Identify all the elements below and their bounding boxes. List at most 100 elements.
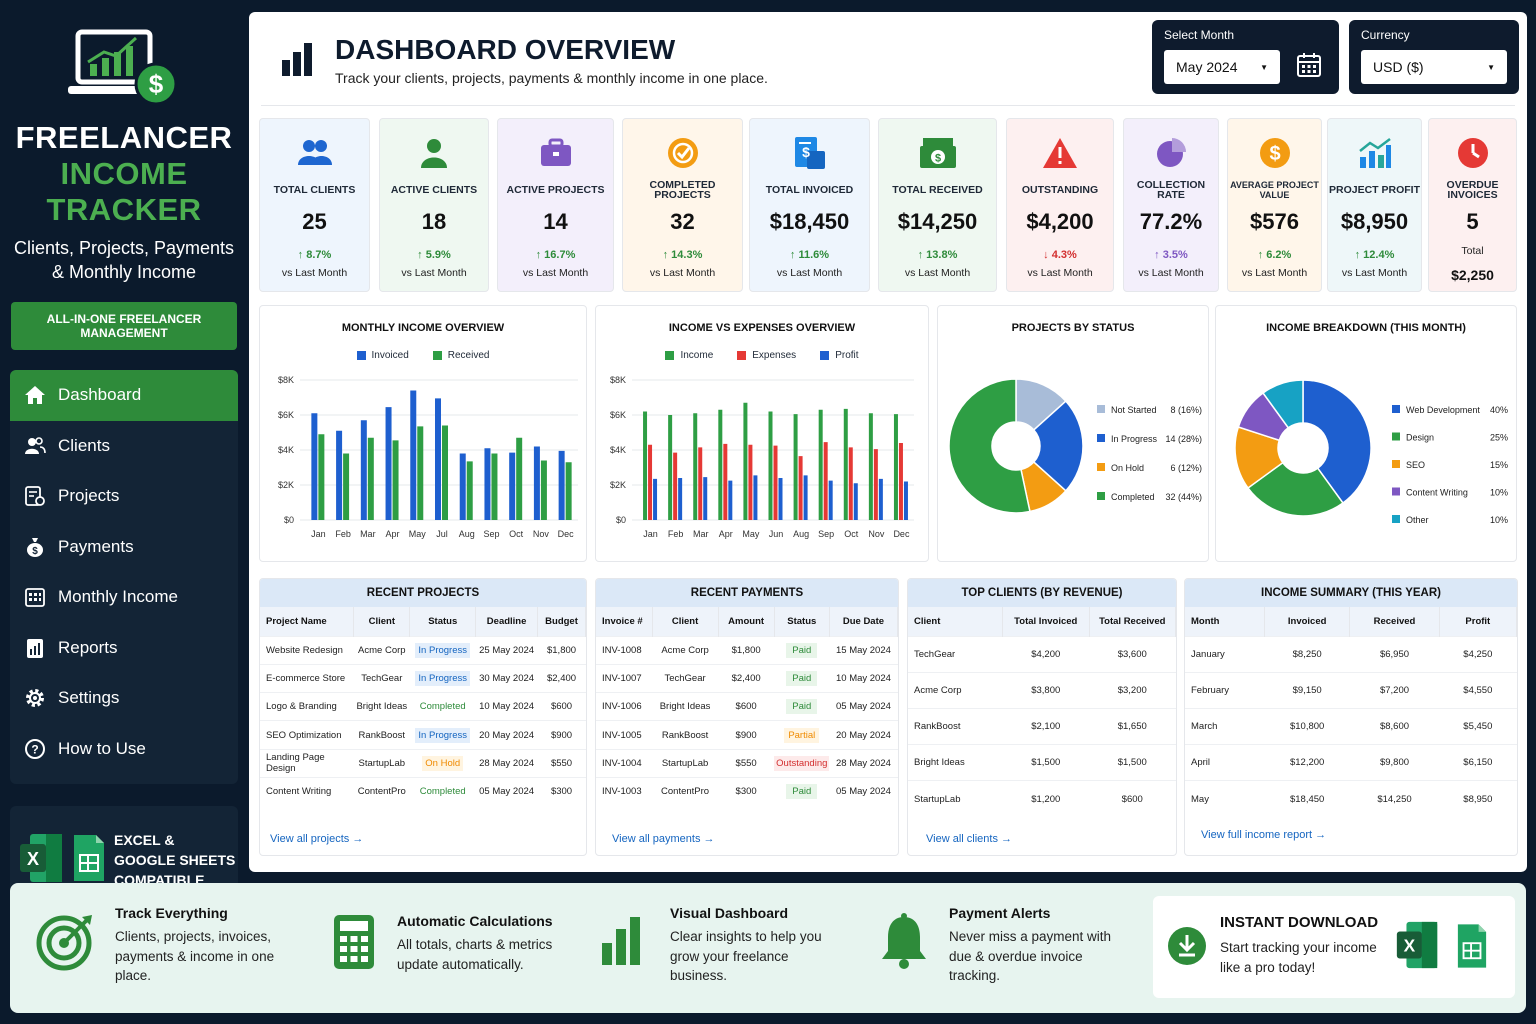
bar-invoiced[interactable] — [385, 407, 392, 520]
bar-invoiced[interactable] — [459, 453, 466, 521]
bar-invoiced[interactable] — [311, 413, 318, 520]
bar-received[interactable] — [516, 437, 523, 520]
bar-profit[interactable] — [678, 478, 683, 520]
bar-profit[interactable] — [878, 478, 883, 520]
bar-expenses[interactable] — [773, 445, 778, 520]
sidebar-item-clients[interactable]: Clients — [10, 421, 238, 472]
slice-design[interactable] — [1246, 461, 1345, 517]
column-header[interactable]: Total Received — [1089, 607, 1176, 636]
column-header[interactable]: Amount — [718, 607, 775, 636]
bar-expenses[interactable] — [873, 449, 878, 520]
bar-profit[interactable] — [778, 478, 783, 520]
bar-received[interactable] — [491, 453, 498, 521]
bar-profit[interactable] — [703, 477, 708, 520]
table-row[interactable]: Website Redesign Acme Corp In Progress 25 M… — [260, 635, 586, 665]
column-header[interactable]: Project Name — [260, 607, 355, 636]
view-all-clients-link[interactable]: View all clients → — [926, 833, 1012, 845]
column-header[interactable]: Budget — [537, 607, 586, 636]
column-header[interactable]: Status — [409, 607, 477, 636]
table-row[interactable]: Acme Corp $3,800 $3,200 — [908, 671, 1176, 709]
slice-in-progress[interactable] — [1032, 400, 1084, 492]
sidebar-item-projects[interactable]: Projects — [10, 471, 238, 522]
bar-received[interactable] — [318, 434, 325, 520]
column-header[interactable]: Deadline — [475, 607, 539, 636]
view-all-payments-link[interactable]: View all payments → — [612, 833, 715, 845]
bar-expenses[interactable] — [898, 443, 903, 520]
bar-invoiced[interactable] — [410, 390, 417, 521]
table-row[interactable]: E-commerce Store TechGear In Progress 30 Ma… — [260, 663, 586, 693]
bar-expenses[interactable] — [798, 456, 803, 520]
column-header[interactable]: Client — [908, 607, 1004, 636]
table-row[interactable]: April $12,200 $9,800 $6,150 — [1185, 744, 1517, 781]
column-header[interactable]: Total Invoiced — [1002, 607, 1090, 636]
bar-expenses[interactable] — [648, 444, 653, 520]
bar-invoiced[interactable] — [558, 450, 565, 520]
bar-received[interactable] — [466, 461, 473, 520]
bar-invoiced[interactable] — [360, 420, 367, 520]
bar-income[interactable] — [868, 413, 873, 520]
slice-other[interactable] — [1261, 379, 1304, 429]
bar-profit[interactable] — [653, 478, 658, 520]
bar-invoiced[interactable] — [509, 452, 516, 520]
table-row[interactable]: Landing Page Design StartupLab On Hold 28 M… — [260, 748, 586, 778]
currency-dropdown[interactable]: USD ($) ▼ — [1361, 50, 1507, 84]
bar-income[interactable] — [793, 414, 798, 520]
sidebar-item-reports[interactable]: Reports — [10, 623, 238, 674]
column-header[interactable]: Client — [353, 607, 411, 636]
bar-expenses[interactable] — [723, 443, 728, 520]
bar-income[interactable] — [643, 411, 648, 521]
bar-received[interactable] — [442, 425, 448, 521]
bar-received[interactable] — [417, 426, 424, 520]
table-row[interactable]: May $18,450 $14,250 $8,950 — [1185, 780, 1517, 817]
bar-profit[interactable] — [803, 475, 808, 520]
bar-income[interactable] — [718, 409, 723, 520]
table-row[interactable]: INV-1008 Acme Corp $1,800 Paid 15 May 2024 — [596, 635, 898, 665]
bar-profit[interactable] — [828, 480, 833, 520]
view-income-report-link[interactable]: View full income report → — [1201, 829, 1327, 841]
table-row[interactable]: INV-1004 StartupLab $550 Outstanding 28 May … — [596, 748, 898, 778]
bar-income[interactable] — [743, 402, 748, 520]
table-row[interactable]: StartupLab $1,200 $600 — [908, 780, 1176, 817]
bar-income[interactable] — [893, 414, 898, 520]
bar-income[interactable] — [668, 415, 673, 520]
bar-profit[interactable] — [753, 475, 758, 520]
bar-income[interactable] — [768, 411, 773, 521]
sidebar-item-how-to-use[interactable]: ? How to Use — [10, 724, 238, 775]
bar-income[interactable] — [693, 413, 698, 520]
column-header[interactable]: Invoice # — [596, 607, 653, 636]
calendar-icon[interactable] — [1296, 52, 1322, 83]
column-header[interactable]: Due Date — [829, 607, 898, 636]
column-header[interactable]: Received — [1349, 607, 1440, 636]
bar-expenses[interactable] — [823, 442, 828, 520]
table-row[interactable]: Bright Ideas $1,500 $1,500 — [908, 744, 1176, 781]
table-row[interactable]: INV-1003 ContentPro $300 Paid 05 May 2024 — [596, 776, 898, 806]
bar-received[interactable] — [540, 460, 547, 521]
bar-received[interactable] — [367, 437, 374, 520]
bar-expenses[interactable] — [748, 444, 753, 520]
table-row[interactable]: January $8,250 $6,950 $4,250 — [1185, 635, 1517, 673]
bar-profit[interactable] — [903, 481, 908, 521]
table-row[interactable]: February $9,150 $7,200 $4,550 — [1185, 671, 1517, 709]
bar-received[interactable] — [343, 453, 350, 521]
sidebar-item-payments[interactable]: $ Payments — [10, 522, 238, 573]
column-header[interactable]: Invoiced — [1264, 607, 1351, 636]
bar-expenses[interactable] — [673, 452, 678, 520]
table-row[interactable]: INV-1006 Bright Ideas $600 Paid 05 May 2024 — [596, 692, 898, 721]
bar-invoiced[interactable] — [533, 446, 540, 521]
table-row[interactable]: INV-1007 TechGear $2,400 Paid 10 May 2024 — [596, 663, 898, 693]
bar-invoiced[interactable] — [336, 430, 343, 520]
bar-received[interactable] — [565, 462, 572, 520]
table-row[interactable]: INV-1005 RankBoost $900 Partial 20 May 2024 — [596, 720, 898, 750]
bar-income[interactable] — [818, 409, 823, 520]
bar-expenses[interactable] — [698, 447, 703, 520]
view-all-projects-link[interactable]: View all projects → — [270, 833, 364, 845]
sidebar-item-monthly-income[interactable]: Monthly Income — [10, 572, 238, 623]
slice-completed[interactable] — [948, 378, 1031, 514]
table-row[interactable]: Content Writing ContentPro Completed 05 May… — [260, 776, 586, 806]
sidebar-item-dashboard[interactable]: Dashboard — [10, 370, 238, 421]
bar-profit[interactable] — [853, 483, 858, 520]
column-header[interactable]: Client — [652, 607, 719, 636]
bar-income[interactable] — [843, 408, 848, 520]
table-row[interactable]: March $10,800 $8,600 $5,450 — [1185, 707, 1517, 745]
column-header[interactable]: Month — [1185, 607, 1265, 636]
